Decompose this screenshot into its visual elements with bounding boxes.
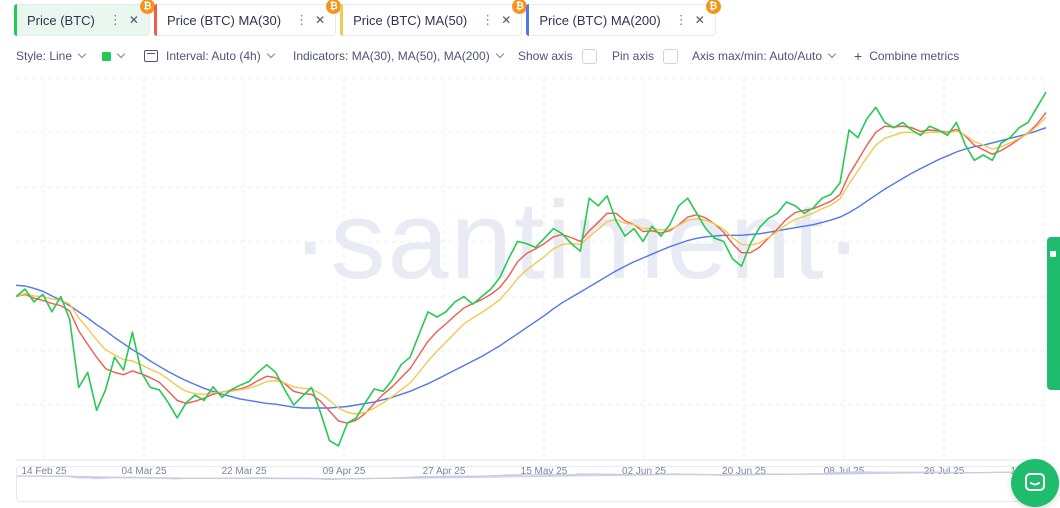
tab-color-bar bbox=[153, 4, 157, 36]
style-label: Style: Line bbox=[16, 49, 73, 63]
tab-price-btc-ma30[interactable]: Price (BTC) MA(30) ⋮ ✕ ₿ bbox=[153, 0, 342, 36]
bitcoin-badge-icon: ₿ bbox=[326, 0, 342, 14]
side-panel-tab[interactable] bbox=[1047, 237, 1060, 390]
color-swatch bbox=[102, 51, 111, 61]
bitcoin-badge-icon: ₿ bbox=[705, 0, 721, 14]
tab-label: Price (BTC) MA(50) bbox=[353, 12, 468, 28]
tab-price-btc[interactable]: Price (BTC) ⋮ ✕ ₿ bbox=[14, 0, 155, 36]
show-axis-label: Show axis bbox=[518, 49, 573, 63]
x-tick-label: 09 Apr 25 bbox=[323, 466, 366, 477]
plus-icon: + bbox=[854, 48, 863, 64]
series-line-ma200 bbox=[15, 127, 1047, 409]
style-select[interactable]: Style: Line bbox=[16, 47, 87, 65]
color-select[interactable] bbox=[102, 47, 126, 65]
tab-price-btc-ma50[interactable]: Price (BTC) MA(50) ⋮ ✕ ₿ bbox=[340, 0, 528, 36]
tab-color-bar bbox=[14, 4, 17, 36]
tab-label: Price (BTC) bbox=[27, 12, 95, 28]
x-tick-label: 27 Apr 25 bbox=[423, 466, 466, 477]
pin-axis-checkbox[interactable] bbox=[663, 48, 679, 64]
indicators-select[interactable]: Indicators: MA(30), MA(50), MA(200) bbox=[293, 47, 504, 65]
calendar-icon bbox=[144, 50, 158, 62]
x-tick-label: 08 Jul 25 bbox=[824, 466, 865, 477]
navigator-preview bbox=[16, 470, 1028, 481]
bitcoin-badge-icon: ₿ bbox=[512, 0, 528, 14]
chat-button[interactable] bbox=[1011, 459, 1059, 507]
navigator-line bbox=[17, 471, 1027, 480]
close-icon[interactable]: ✕ bbox=[501, 13, 512, 27]
series-line-price bbox=[15, 91, 1047, 447]
chart-navigator[interactable] bbox=[16, 466, 1028, 502]
pin-axis-toggle[interactable]: Pin axis bbox=[612, 47, 679, 65]
tab-color-bar bbox=[340, 4, 344, 36]
series-line-ma30 bbox=[15, 112, 1047, 424]
metric-tabs: Price (BTC) ⋮ ✕ ₿ Price (BTC) MA(30) ⋮ ✕… bbox=[14, 0, 721, 36]
close-icon[interactable]: ✕ bbox=[315, 13, 326, 27]
indicators-label: Indicators: MA(30), MA(50), MA(200) bbox=[293, 49, 490, 63]
chart-series bbox=[15, 91, 1047, 447]
combine-metrics-label: Combine metrics bbox=[869, 49, 960, 63]
interval-label: Interval: Auto (4h) bbox=[166, 49, 261, 63]
x-tick-label: 02 Jun 25 bbox=[622, 466, 666, 477]
close-icon[interactable]: ✕ bbox=[128, 13, 139, 27]
pin-axis-label: Pin axis bbox=[612, 49, 655, 63]
show-axis-toggle[interactable]: Show axis bbox=[518, 47, 597, 65]
axis-range-select[interactable]: Axis max/min: Auto/Auto bbox=[692, 47, 837, 65]
tab-price-btc-ma200[interactable]: Price (BTC) MA(200) ⋮ ✕ ₿ bbox=[526, 0, 721, 36]
x-tick-label: 04 Mar 25 bbox=[121, 466, 166, 477]
series-line-ma50 bbox=[15, 116, 1047, 415]
panel-icon bbox=[1050, 251, 1056, 257]
close-icon[interactable]: ✕ bbox=[694, 13, 705, 27]
axis-range-label: Axis max/min: Auto/Auto bbox=[692, 49, 823, 63]
tab-label: Price (BTC) MA(200) bbox=[539, 12, 661, 28]
x-tick-label: 26 Jul 25 bbox=[924, 466, 965, 477]
x-tick-label: 15 May 25 bbox=[521, 466, 568, 477]
x-tick-label: 20 Jun 25 bbox=[722, 466, 766, 477]
bitcoin-badge-icon: ₿ bbox=[139, 0, 155, 14]
x-tick-label: 14 Feb 25 bbox=[21, 466, 66, 477]
tab-color-bar bbox=[526, 4, 530, 36]
chart-grid bbox=[16, 77, 1046, 461]
show-axis-checkbox[interactable] bbox=[581, 48, 597, 64]
chat-icon bbox=[1025, 473, 1045, 491]
tab-label: Price (BTC) MA(30) bbox=[166, 12, 282, 28]
x-tick-label: 22 Mar 25 bbox=[221, 466, 266, 477]
interval-select[interactable]: Interval: Auto (4h) bbox=[144, 47, 275, 65]
combine-metrics-button[interactable]: + Combine metrics bbox=[854, 47, 959, 65]
